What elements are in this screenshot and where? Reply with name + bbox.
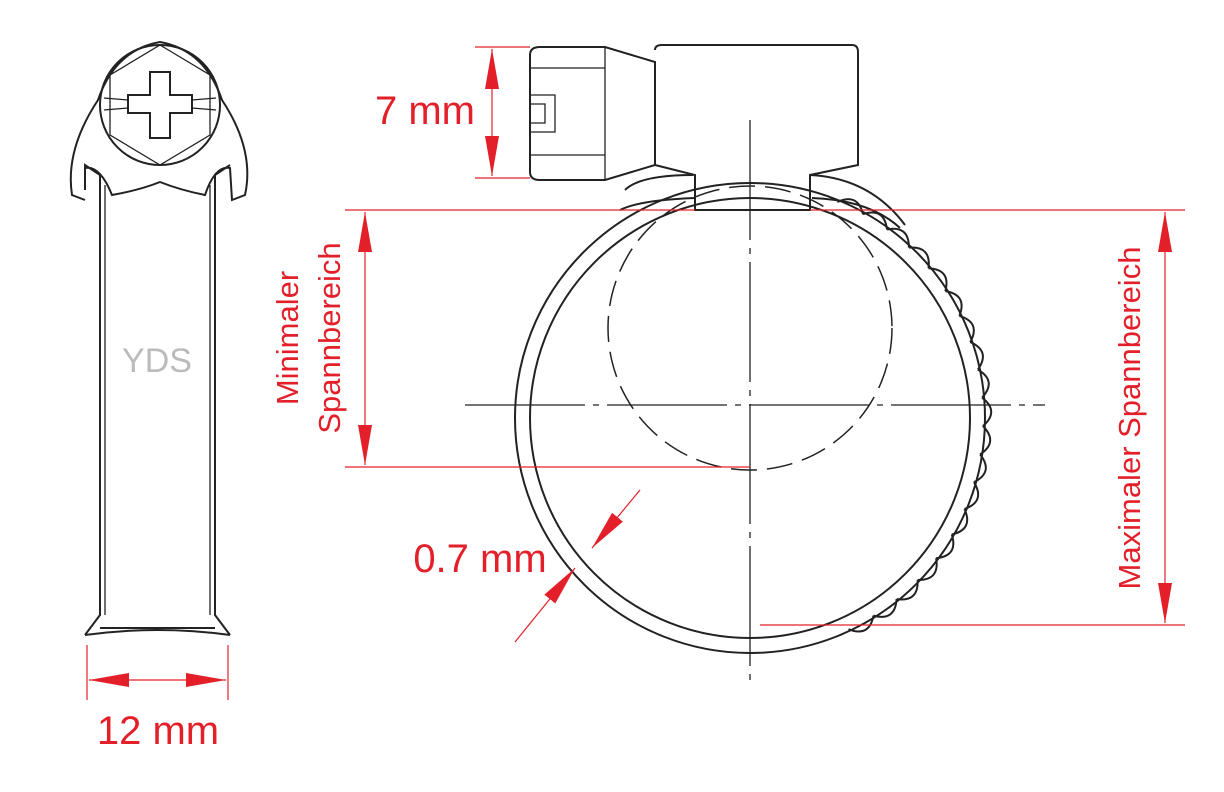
min-range-label: Minimaler [270,271,305,405]
min-range-label: Spannbereich [312,242,347,433]
side-view [69,40,249,636]
max-range-label: Maximaler Spannbereich [1112,247,1147,590]
brand-label: YDS [122,342,192,380]
thickness-label: 0.7 mm [413,537,546,581]
serration [836,198,993,633]
front-view [465,44,1045,680]
width-label: 12 mm [97,709,219,753]
screw-height-label: 7 mm [375,89,475,133]
